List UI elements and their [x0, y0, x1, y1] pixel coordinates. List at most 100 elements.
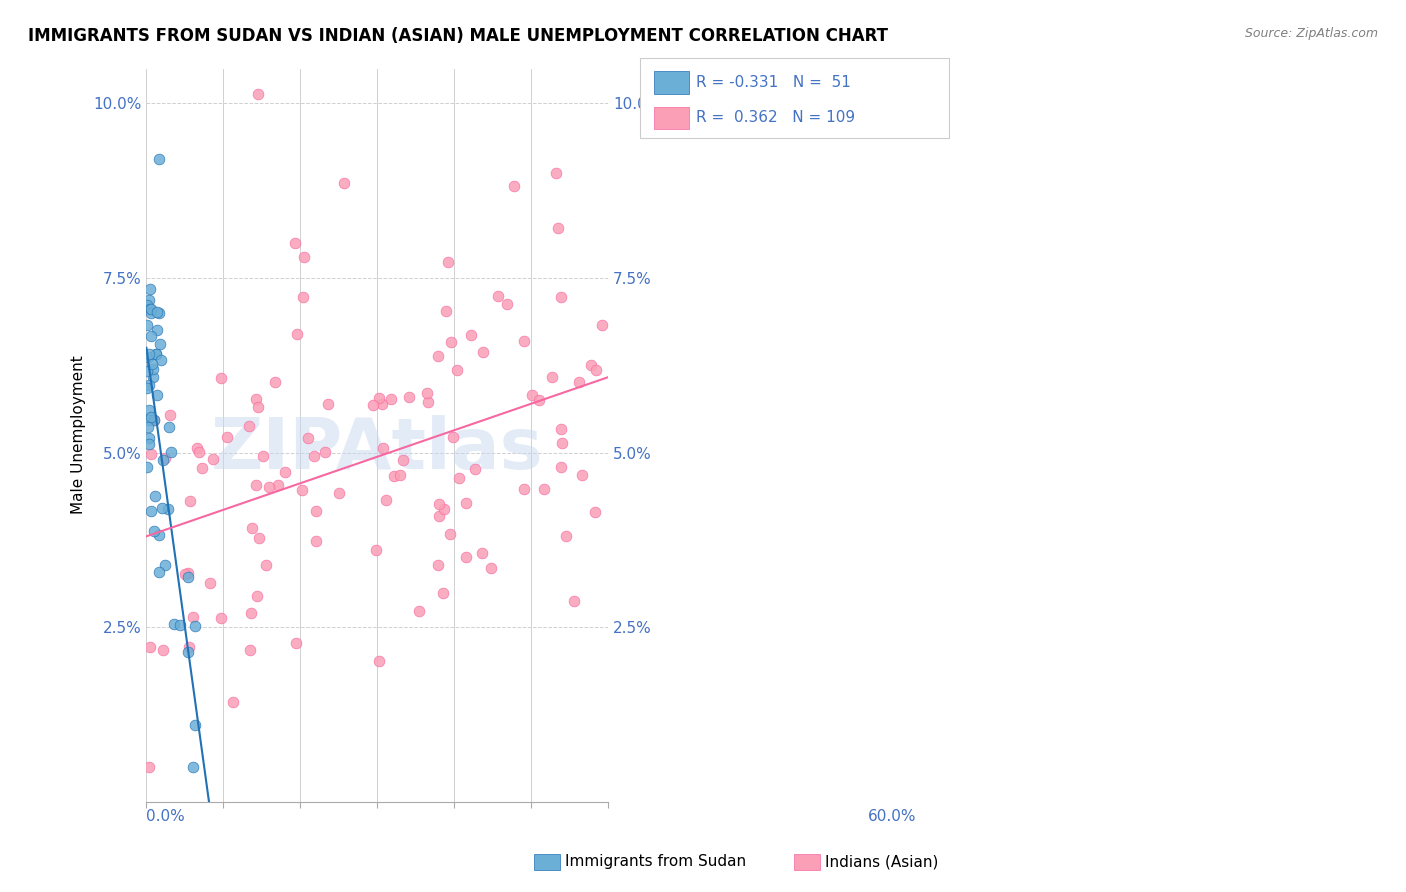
Point [138, 403, 160, 417]
Point [136, 350, 159, 364]
Point [550, 460, 572, 475]
Point [142, 361, 165, 376]
Point [145, 323, 167, 337]
Point [152, 453, 174, 467]
Point [181, 610, 204, 624]
Point [292, 251, 315, 265]
Point [446, 362, 468, 376]
Point [181, 760, 204, 774]
Point [136, 318, 159, 332]
Point [432, 586, 454, 600]
Point [555, 529, 578, 543]
Point [433, 501, 456, 516]
Point [139, 447, 162, 461]
Point [449, 471, 471, 485]
Point [153, 558, 176, 572]
Point [138, 293, 160, 307]
Point [540, 370, 562, 384]
Point [138, 346, 160, 360]
Point [416, 394, 439, 409]
Text: Indians (Asian): Indians (Asian) [825, 855, 939, 869]
Point [221, 695, 243, 709]
Point [148, 566, 170, 580]
Point [284, 235, 307, 250]
Point [254, 558, 277, 572]
Point [571, 467, 593, 482]
Point [267, 478, 290, 492]
Point [486, 289, 509, 303]
Point [375, 493, 398, 508]
Point [209, 611, 232, 625]
Point [426, 558, 449, 573]
Point [177, 566, 200, 580]
Y-axis label: Male Unemployment: Male Unemployment [72, 356, 86, 515]
Text: 60.0%: 60.0% [868, 809, 917, 824]
Point [479, 561, 502, 575]
Point [274, 465, 297, 479]
Point [284, 636, 307, 650]
Point [332, 177, 354, 191]
Point [177, 569, 200, 583]
Point [174, 566, 197, 581]
Point [436, 304, 458, 318]
Point [305, 533, 328, 548]
Point [184, 718, 207, 732]
Point [247, 400, 270, 414]
Point [136, 381, 159, 395]
Point [388, 468, 411, 483]
Point [427, 349, 450, 363]
Point [240, 606, 263, 620]
Text: ZIPAtlas: ZIPAtlas [211, 416, 544, 484]
Point [361, 398, 384, 412]
Point [246, 590, 269, 604]
Point [141, 357, 163, 371]
Point [143, 489, 166, 503]
Point [239, 643, 262, 657]
Point [152, 501, 174, 516]
Point [184, 618, 207, 632]
Point [533, 482, 555, 496]
Point [145, 388, 167, 402]
Point [247, 531, 270, 545]
Point [138, 301, 160, 316]
Point [513, 334, 536, 348]
Point [136, 364, 159, 378]
Point [562, 594, 585, 608]
Point [460, 327, 482, 342]
Point [143, 412, 166, 426]
Point [245, 478, 267, 492]
Point [513, 482, 536, 496]
Point [191, 460, 214, 475]
Point [169, 618, 191, 632]
Point [139, 329, 162, 343]
Point [551, 435, 574, 450]
Point [157, 419, 180, 434]
Point [141, 503, 163, 517]
Point [152, 643, 174, 657]
Point [148, 528, 170, 542]
Point [245, 392, 267, 406]
Point [179, 640, 201, 655]
Point [240, 521, 263, 535]
Text: Source: ZipAtlas.com: Source: ZipAtlas.com [1244, 27, 1378, 40]
Point [585, 362, 607, 376]
Point [408, 604, 430, 618]
Point [454, 549, 477, 564]
Point [264, 375, 287, 389]
Point [364, 542, 387, 557]
Point [136, 459, 159, 474]
Point [155, 450, 177, 465]
Point [454, 496, 477, 510]
Point [382, 468, 405, 483]
Point [546, 166, 568, 180]
Point [148, 337, 170, 351]
Point [163, 616, 186, 631]
Point [415, 386, 437, 401]
Point [380, 392, 402, 406]
Point [440, 334, 463, 349]
Point [527, 392, 550, 407]
Point [148, 153, 170, 167]
Point [522, 388, 544, 402]
Point [141, 305, 163, 319]
Point [398, 391, 420, 405]
